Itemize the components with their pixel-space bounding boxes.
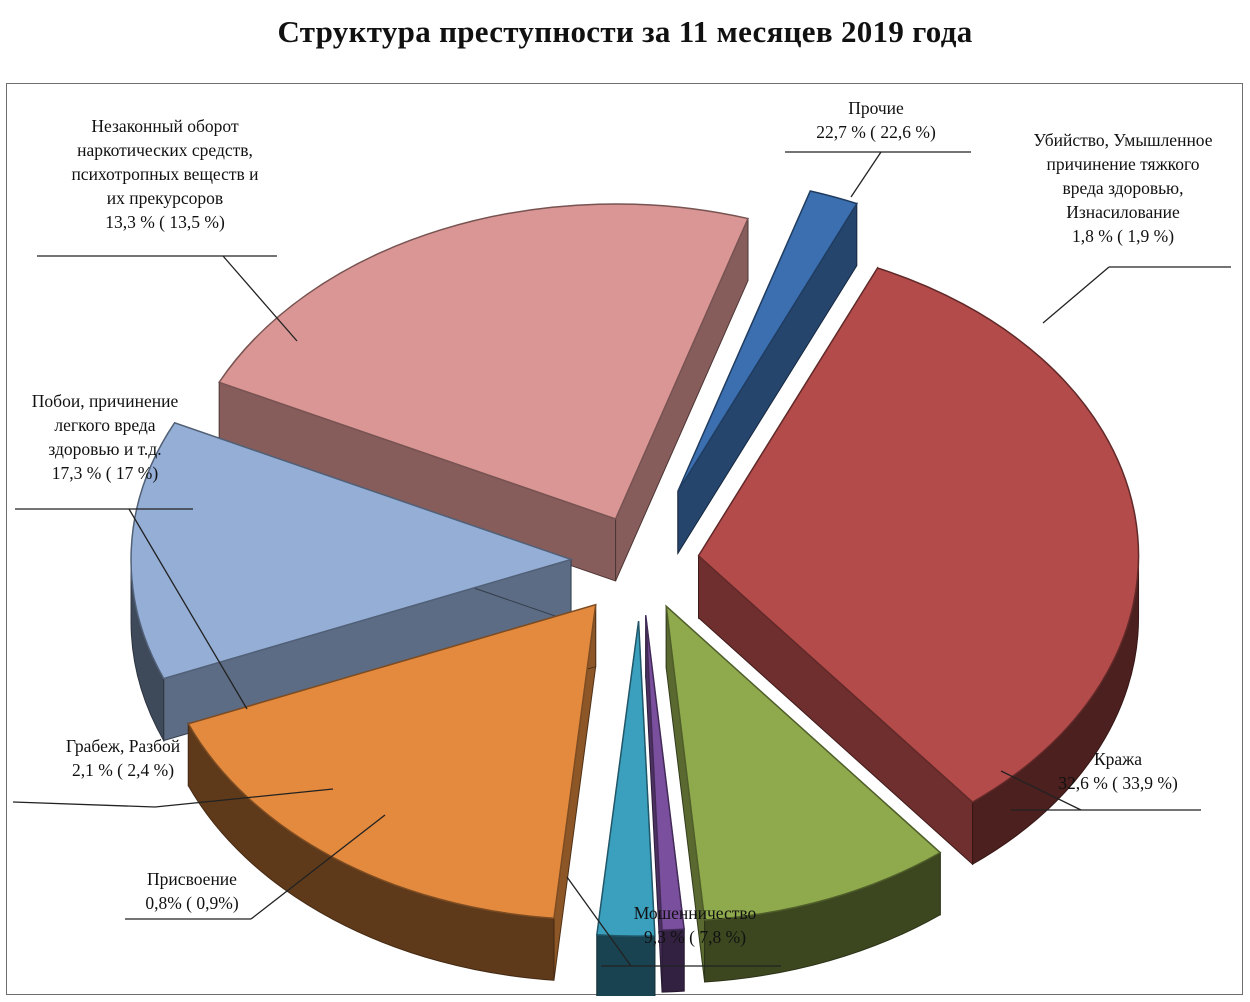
slice-top-grabezh [595, 621, 656, 937]
leader-line-grabezh [154, 788, 334, 808]
chart-title: Структура преступности за 11 месяцев 201… [277, 14, 973, 49]
slice-prisvoenie [644, 615, 685, 993]
label-ubiistvo-line1: Убийство, Умышленное [1033, 130, 1213, 150]
label-krazha-value: 32,6 % ( 33,9 %) [1058, 773, 1178, 793]
label-narko: Незаконный оборот наркотических средств,… [39, 114, 291, 234]
label-grabezh: Грабеж, Разбой 2,1 % ( 2,4 %) [29, 734, 217, 782]
label-prisvoenie: Присвоение 0,8% ( 0,9%) [125, 867, 259, 915]
label-prisvoenie-value: 0,8% ( 0,9%) [145, 893, 239, 913]
pie-chart [12, 151, 1231, 996]
slice-moshennichestvo [665, 604, 942, 983]
label-moshennichestvo-line1: Мошенничество [633, 903, 757, 923]
label-prochie-value: 22,7 % ( 22,6 %) [816, 122, 936, 142]
leader-underline-grabezh [12, 801, 156, 808]
label-poboi-line1: Побои, причинение [31, 391, 179, 411]
slice-tops-group [130, 190, 1140, 996]
label-narko-line4: их прекурсоров [106, 188, 224, 208]
slice-top-narko [130, 421, 574, 680]
leader-line-prisvoenie [250, 814, 386, 920]
label-ubiistvo-line3: вреда здоровью, [1062, 178, 1184, 198]
leader-line-moshennichestvo [566, 876, 632, 967]
label-prochie: Прочие 22,7 % ( 22,6 %) [781, 96, 971, 144]
label-poboi: Побои, причинение легкого вреда здоровью… [11, 389, 199, 485]
slice-narko [130, 421, 574, 743]
label-grabezh-value: 2,1 % ( 2,4 %) [71, 760, 175, 780]
chart-frame: Незаконный оборот наркотических средств,… [6, 83, 1243, 996]
label-poboi-line2: легкого вреда [54, 415, 156, 435]
label-grabezh-line1: Грабеж, Разбой [65, 736, 181, 756]
slice-ubiistvo [677, 190, 858, 556]
label-ubiistvo: Убийство, Умышленное причинение тяжкого … [1007, 128, 1239, 248]
leader-line-ubiistvo [1042, 266, 1110, 324]
slice-top-prochie [217, 203, 750, 520]
label-moshennichestvo-value: 9,3 % ( 7,8 %) [643, 927, 747, 947]
label-narko-value: 13,3 % ( 13,5 %) [105, 212, 225, 232]
label-narko-line1: Незаконный оборот [91, 116, 239, 136]
label-narko-line3: психотропных веществ и [71, 164, 259, 184]
slice-top-moshennichestvo [665, 604, 942, 921]
slice-top-ubiistvo [677, 190, 858, 492]
label-poboi-value: 17,3 % ( 17 %) [51, 463, 159, 483]
leader-line-prochie [850, 151, 882, 198]
slice-poboi [187, 603, 597, 981]
slice-top-prisvoenie [644, 615, 685, 931]
label-ubiistvo-line2: причинение тяжкого [1046, 154, 1200, 174]
slice-prochie [217, 203, 750, 582]
slice-krazha [697, 266, 1140, 866]
label-moshennichestvo: Мошенничество 9,3 % ( 7,8 %) [605, 901, 785, 949]
label-krazha-line1: Кража [1093, 749, 1143, 769]
slice-top-krazha [697, 267, 1140, 804]
label-ubiistvo-value: 1,8 % ( 1,9 %) [1071, 226, 1175, 246]
slice-top-poboi [187, 603, 597, 920]
leader-lines-group [12, 151, 1231, 967]
slice-grabezh [595, 621, 656, 996]
leader-line-narko [222, 255, 298, 342]
label-prochie-line1: Прочие [848, 98, 904, 118]
leader-line-poboi [128, 508, 248, 710]
label-prisvoenie-line1: Присвоение [147, 869, 237, 889]
label-ubiistvo-line4: Изнасилование [1066, 202, 1180, 222]
leader-line-krazha [1000, 770, 1082, 811]
label-narko-line2: наркотических средств, [77, 140, 253, 160]
label-poboi-line3: здоровью и т.д. [48, 439, 162, 459]
label-krazha: Кража 32,6 % ( 33,9 %) [1023, 747, 1213, 795]
